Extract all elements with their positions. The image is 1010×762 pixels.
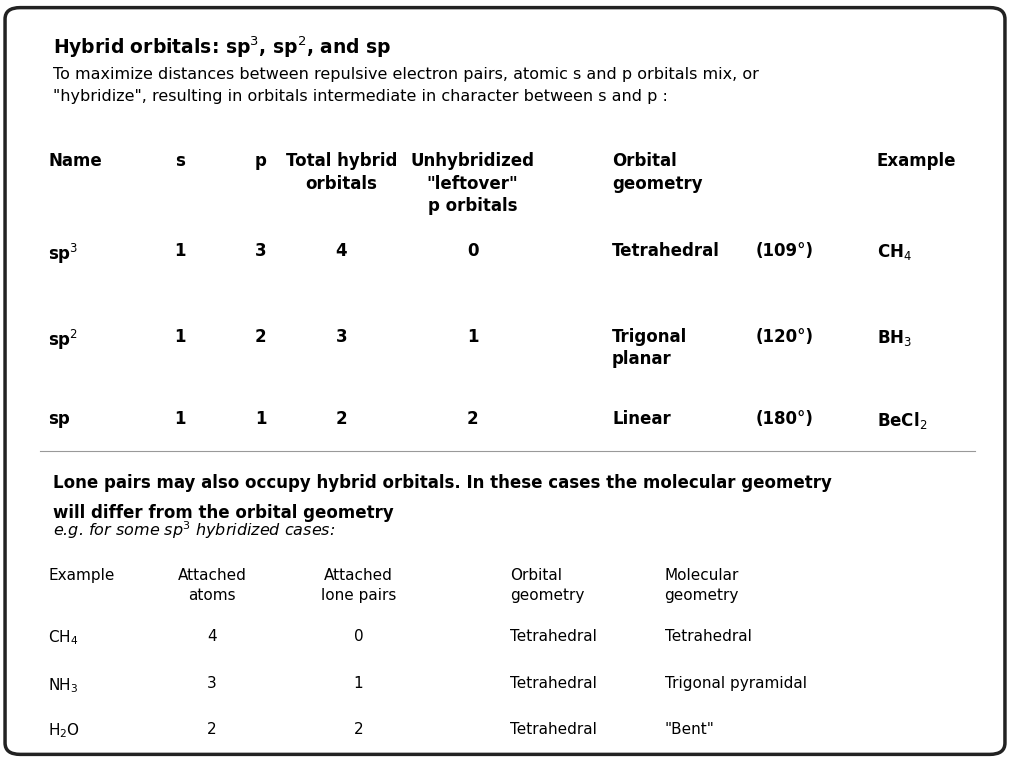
Text: 3: 3 [255,242,267,260]
Text: 4: 4 [207,629,217,644]
Text: sp$^2$: sp$^2$ [48,328,79,352]
Text: "hybridize", resulting in orbitals intermediate in character between s and p :: "hybridize", resulting in orbitals inter… [53,89,668,104]
Text: Tetrahedral: Tetrahedral [665,629,751,644]
Text: sp: sp [48,410,71,428]
Text: (120°): (120°) [755,328,813,346]
Text: Trigonal
planar: Trigonal planar [612,328,688,368]
Text: Example: Example [877,152,956,171]
Text: p: p [255,152,267,171]
Text: NH$_3$: NH$_3$ [48,676,79,695]
Text: CH$_4$: CH$_4$ [877,242,912,261]
Text: Tetrahedral: Tetrahedral [510,722,597,737]
Text: 3: 3 [335,328,347,346]
Text: CH$_4$: CH$_4$ [48,629,79,648]
Text: 1: 1 [467,328,479,346]
Text: will differ from the orbital geometry: will differ from the orbital geometry [53,504,393,523]
Text: 2: 2 [467,410,479,428]
Text: Trigonal pyramidal: Trigonal pyramidal [665,676,807,691]
Text: sp$^3$: sp$^3$ [48,242,79,266]
Text: s: s [175,152,185,171]
Text: 1: 1 [255,410,267,428]
Text: 1: 1 [174,328,186,346]
Text: Tetrahedral: Tetrahedral [510,676,597,691]
Text: 0: 0 [467,242,479,260]
Text: To maximize distances between repulsive electron pairs, atomic s and p orbitals : To maximize distances between repulsive … [53,67,759,82]
Text: Orbital
geometry: Orbital geometry [510,568,585,603]
Text: Tetrahedral: Tetrahedral [510,629,597,644]
FancyBboxPatch shape [5,8,1005,754]
Text: 3: 3 [207,676,217,691]
Text: 4: 4 [335,242,347,260]
Text: 2: 2 [207,722,217,737]
Text: 1: 1 [174,410,186,428]
Text: Tetrahedral: Tetrahedral [612,242,720,260]
Text: "Bent": "Bent" [665,722,714,737]
Text: 2: 2 [255,328,267,346]
Text: Attached
lone pairs: Attached lone pairs [321,568,396,603]
Text: e.g. for some sp$^3$ hybridized cases:: e.g. for some sp$^3$ hybridized cases: [53,520,335,541]
Text: Name: Name [48,152,102,171]
Text: Hybrid orbitals: sp$^3$, sp$^2$, and sp: Hybrid orbitals: sp$^3$, sp$^2$, and sp [53,34,391,59]
Text: Lone pairs may also occupy hybrid orbitals. In these cases the molecular geometr: Lone pairs may also occupy hybrid orbita… [53,474,831,492]
Text: Example: Example [48,568,115,584]
Text: Unhybridized
"leftover"
p orbitals: Unhybridized "leftover" p orbitals [411,152,534,215]
Text: Molecular
geometry: Molecular geometry [665,568,739,603]
Text: (109°): (109°) [755,242,813,260]
Text: BeCl$_2$: BeCl$_2$ [877,410,927,431]
Text: H$_2$O: H$_2$O [48,722,81,741]
Text: 2: 2 [335,410,347,428]
Text: 1: 1 [174,242,186,260]
Text: Attached
atoms: Attached atoms [178,568,246,603]
Text: BH$_3$: BH$_3$ [877,328,912,347]
Text: Total hybrid
orbitals: Total hybrid orbitals [286,152,397,193]
Text: 1: 1 [354,676,364,691]
Text: Linear: Linear [612,410,671,428]
Text: Orbital
geometry: Orbital geometry [612,152,703,193]
Text: (180°): (180°) [755,410,813,428]
Text: 0: 0 [354,629,364,644]
Text: 2: 2 [354,722,364,737]
